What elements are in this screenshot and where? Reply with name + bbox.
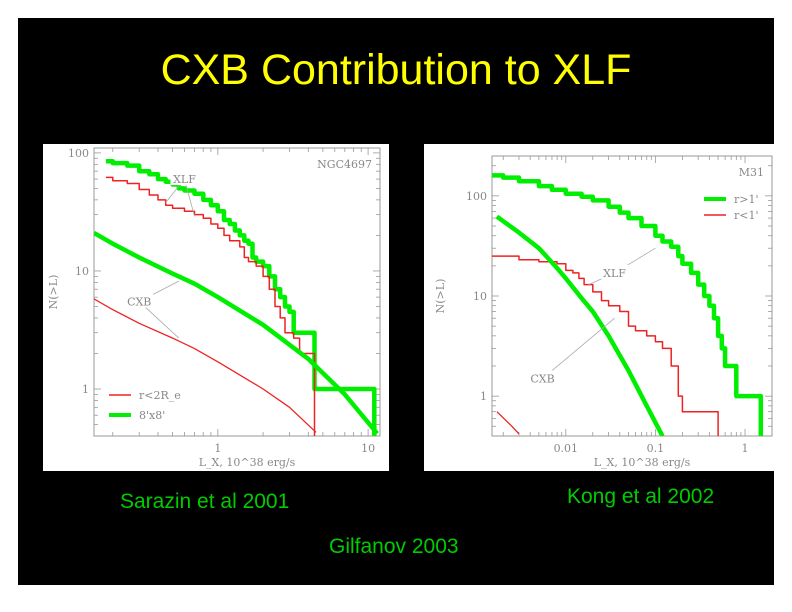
legend-label-0: r<2R_e [139, 389, 181, 402]
y-tick-label-1: 1 [480, 390, 487, 403]
series-group [94, 158, 379, 436]
series-cxb-r-1 [496, 411, 520, 435]
minor-ticks [492, 156, 773, 437]
legend-label-1: 8'x8' [139, 409, 165, 422]
x-tick-label-1: 1 [214, 442, 221, 455]
y-tick-label-1: 1 [82, 383, 89, 396]
annotation-pointer-cxb-0 [542, 317, 615, 379]
series-r-2r-e [105, 176, 316, 436]
annotation-bg-xlf [600, 264, 629, 279]
legend: r<2R_e 8'x8' [109, 389, 181, 422]
caption-gilfanov: Gilfanov 2003 [329, 535, 459, 558]
x-tick-label-0-1: 0.1 [647, 442, 665, 455]
series-cxb-8-x8 [94, 230, 379, 435]
annotation-pointer-xlf-1 [184, 178, 195, 217]
chart-m31: 0.01 0.1 1 1 10 100 L_X, 10^38 erg/s N(>L) M31 XL… [434, 155, 773, 469]
x-tick-label-0-01: 0.01 [554, 442, 579, 455]
legend-label-0: r>1' [734, 193, 759, 206]
legend: r>1' r<1' [704, 193, 759, 222]
series-8-x8 [105, 158, 377, 436]
annotation-bg-cxb [528, 370, 557, 385]
corner-label: NGC4697 [317, 158, 372, 171]
series-group [492, 173, 764, 436]
y-axis-label: N(>L) [47, 275, 60, 310]
minor-ticks [94, 148, 380, 437]
y-tick-label-10: 10 [75, 265, 89, 278]
annotation-cxb: CXB [127, 296, 151, 309]
caption-kong: Kong et al 2002 [567, 485, 715, 508]
y-tick-label-100: 100 [466, 190, 487, 203]
x-tick-label-10: 10 [361, 442, 375, 455]
annotation-cxb: CXB [530, 373, 554, 386]
annotation-bg-cxb [125, 293, 154, 308]
chart-panel-m31: 0.01 0.1 1 1 10 100 L_X, 10^38 erg/s N(>L) M31 XL… [424, 144, 774, 471]
series-r-1 [492, 255, 719, 436]
plot-frame [93, 147, 381, 437]
y-axis-label: N(>L) [434, 279, 447, 314]
y-tick-label-10: 10 [473, 290, 487, 303]
x-axis-label: L_X, 10^38 erg/s [594, 456, 691, 469]
chart-ngc4697: 1 10 1 10 100 L_X, 10^38 erg/s N(>L) NGC4697 XLF… [47, 147, 381, 469]
y-tick-label-100: 100 [68, 147, 89, 160]
annotation-bg-xlf [170, 171, 199, 186]
series-cxb-r-2r-e [94, 298, 317, 433]
annotation-xlf: XLF [173, 173, 196, 186]
corner-label: M31 [739, 166, 764, 179]
slide-title: CXB Contribution to XLF [160, 46, 632, 94]
caption-sarazin: Sarazin et al 2001 [120, 490, 290, 513]
chart-panel-ngc4697: 1 10 1 10 100 L_X, 10^38 erg/s N(>L) NGC4697 XLF… [43, 144, 389, 471]
annotation-xlf: XLF [603, 267, 626, 280]
annotation-pointer-cxb-1 [138, 301, 180, 339]
x-tick-label-1: 1 [742, 442, 749, 455]
series-cxb-r-1 [495, 214, 665, 436]
legend-label-1: r<1' [734, 209, 759, 222]
series-r-1 [492, 173, 764, 436]
plot-frame [491, 155, 773, 437]
x-axis-label: L_X, 10^38 erg/s [199, 456, 296, 469]
